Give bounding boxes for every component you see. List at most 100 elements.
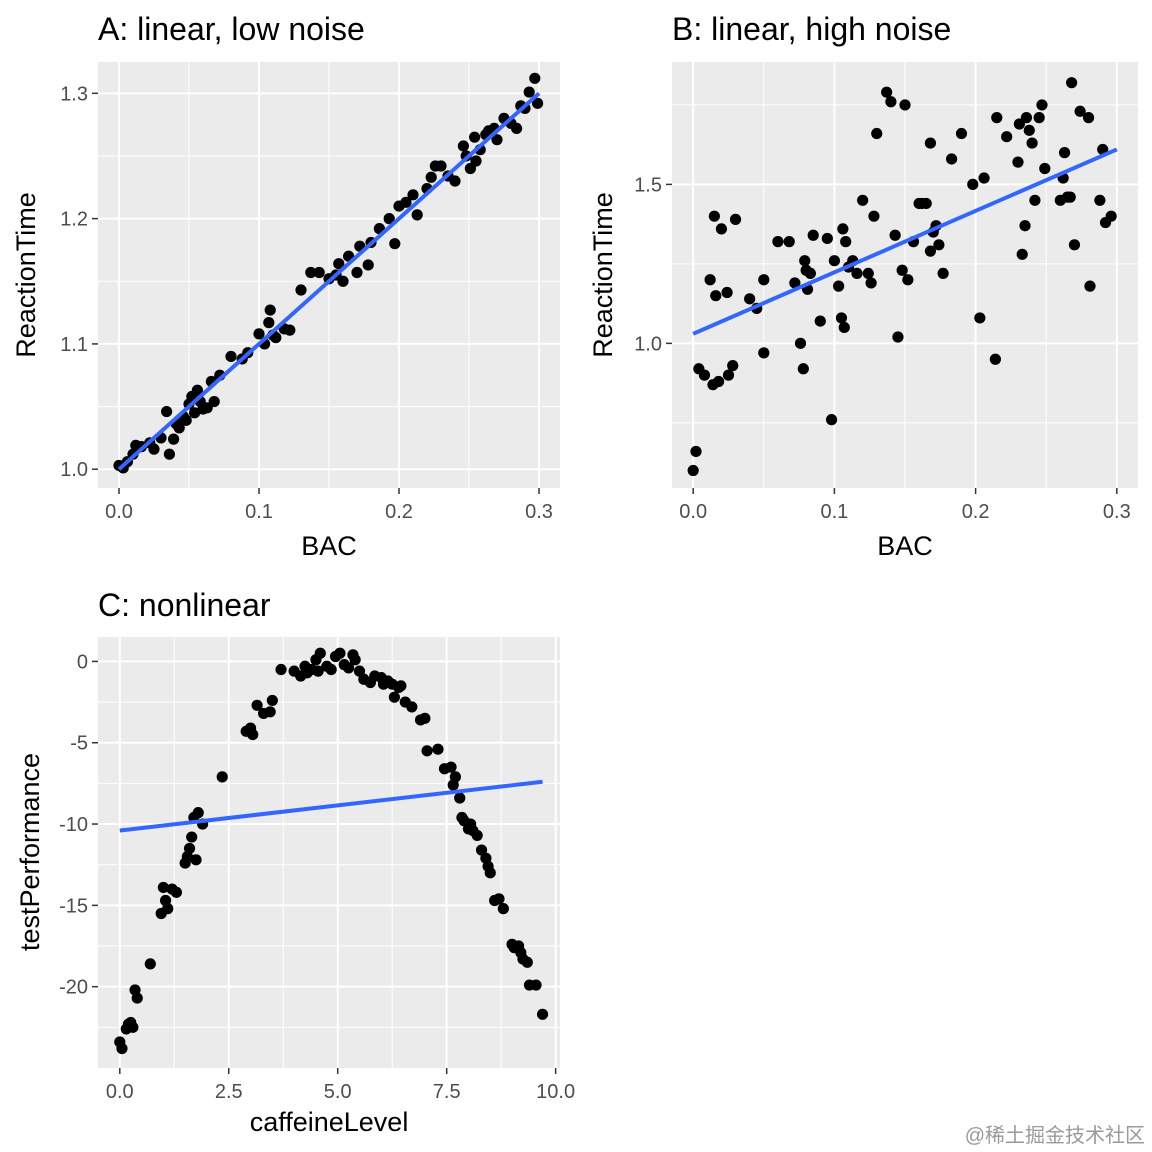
data-point <box>421 745 433 757</box>
data-point <box>804 267 816 280</box>
x-axis-label: BAC <box>301 531 357 561</box>
data-point <box>715 223 728 235</box>
data-point <box>974 312 986 324</box>
data-point <box>837 223 849 235</box>
data-point <box>1033 112 1045 124</box>
data-point <box>708 210 720 222</box>
data-point <box>183 842 196 855</box>
data-point <box>529 72 541 84</box>
data-point <box>333 258 345 270</box>
x-tick-label: 0.1 <box>245 501 273 523</box>
data-point <box>1016 248 1028 260</box>
data-point <box>186 831 198 843</box>
data-point <box>168 433 180 445</box>
data-point <box>1001 131 1013 143</box>
data-point <box>362 259 374 271</box>
data-point <box>263 317 275 329</box>
y-axis-label: ReactionTime <box>11 192 41 358</box>
y-tick-label: -20 <box>59 977 88 999</box>
data-point <box>383 213 395 225</box>
y-tick-label: 1.1 <box>60 334 88 356</box>
data-point <box>727 360 739 372</box>
data-point <box>411 209 423 221</box>
x-tick-label: 0.0 <box>106 1081 134 1103</box>
data-point <box>797 363 809 375</box>
data-point <box>449 175 461 187</box>
data-point <box>510 122 523 135</box>
data-point <box>343 662 355 674</box>
data-point <box>270 332 282 344</box>
data-point <box>698 369 711 381</box>
data-point <box>744 293 756 305</box>
data-point <box>955 127 968 140</box>
x-tick-label: 0.1 <box>820 501 848 523</box>
data-point <box>920 197 932 210</box>
data-point <box>253 328 265 340</box>
data-point <box>216 771 228 783</box>
data-point <box>885 96 897 108</box>
data-point <box>189 407 201 419</box>
data-point <box>902 274 914 286</box>
data-point <box>284 324 296 336</box>
x-tick-label: 5.0 <box>324 1081 352 1103</box>
data-point <box>407 189 419 201</box>
data-point <box>1074 105 1086 117</box>
y-tick-label: 0 <box>77 651 88 673</box>
data-point <box>967 178 979 190</box>
data-point <box>190 854 202 866</box>
x-tick-label: 0.3 <box>525 501 553 523</box>
data-point <box>162 903 174 915</box>
data-point <box>157 881 169 894</box>
data-point <box>173 422 185 434</box>
data-point <box>208 395 220 408</box>
data-point <box>892 331 904 343</box>
data-point <box>491 134 503 146</box>
data-point <box>838 321 850 334</box>
data-point <box>825 414 838 426</box>
fit-line <box>117 91 541 471</box>
data-point <box>521 956 533 968</box>
data-point <box>457 140 469 152</box>
y-tick-label: 1.3 <box>60 83 88 105</box>
data-point <box>161 405 173 418</box>
data-point <box>266 694 278 707</box>
data-point <box>868 210 880 222</box>
data-point <box>264 706 276 718</box>
panel-a: 0.0 0.1 0.2 0.3 1.0 1.1 1.2 1.3 A: linear, low n… <box>11 11 560 561</box>
chart-title: A: linear, low noise <box>98 11 365 47</box>
x-tick-label: 0.2 <box>385 501 413 523</box>
data-point <box>690 445 702 458</box>
data-point <box>251 699 263 711</box>
y-tick-label: 1.0 <box>60 459 88 481</box>
data-point <box>388 691 400 703</box>
x-axis-label: BAC <box>877 531 933 561</box>
data-point <box>835 312 848 324</box>
x-tick-label: 0.3 <box>1103 501 1131 523</box>
data-point <box>406 701 418 713</box>
data-point <box>862 267 874 280</box>
y-tick-label: -10 <box>59 814 88 836</box>
data-point <box>334 647 346 659</box>
data-point <box>313 266 325 279</box>
data-point <box>314 647 326 659</box>
y-tick-label: 1.2 <box>60 209 88 231</box>
data-point <box>851 267 863 280</box>
data-point <box>978 172 990 184</box>
data-point <box>493 893 505 905</box>
data-point <box>425 171 437 183</box>
panel-b: 0.0 0.1 0.2 0.3 1.0 1.5 B: linear, high noise B… <box>588 11 1138 561</box>
data-point <box>127 1021 139 1033</box>
data-point <box>713 375 725 388</box>
data-point <box>351 266 363 279</box>
data-point <box>758 347 770 359</box>
data-point <box>305 266 317 279</box>
data-point <box>704 274 716 286</box>
fit-line <box>119 779 543 833</box>
data-point <box>807 229 819 241</box>
data-point <box>225 350 237 363</box>
data-point <box>192 807 204 819</box>
data-point <box>530 979 542 991</box>
data-point <box>419 712 431 724</box>
data-point <box>946 153 958 165</box>
data-point <box>1064 191 1076 203</box>
